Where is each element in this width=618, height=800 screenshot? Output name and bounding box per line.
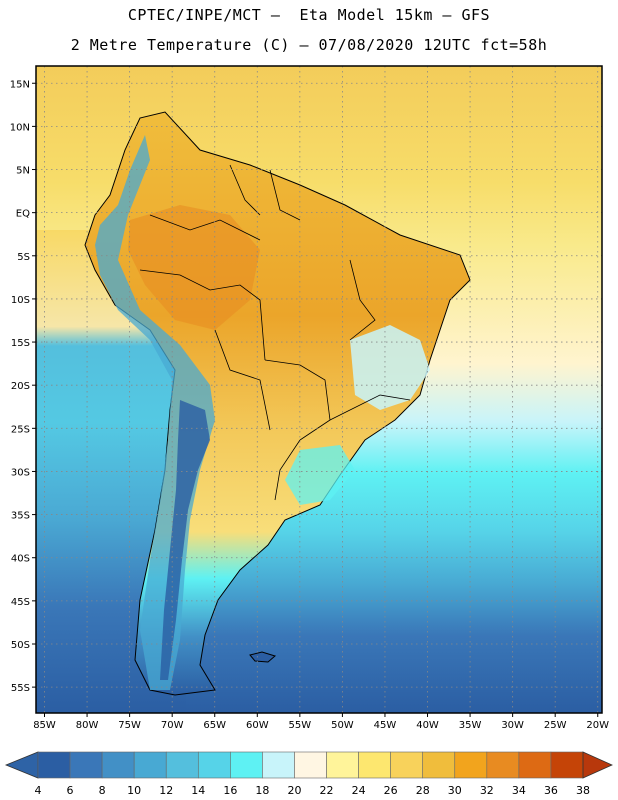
colorbar-swatch bbox=[518, 751, 552, 779]
andes-core bbox=[160, 400, 210, 680]
lon-label: 80W bbox=[76, 720, 99, 731]
lon-label: 85W bbox=[33, 720, 56, 731]
lon-label: 20W bbox=[586, 720, 609, 731]
southern-brazil-cool-patch bbox=[285, 445, 355, 505]
colorbar-swatch bbox=[294, 751, 327, 779]
colorbar-swatch bbox=[454, 751, 488, 779]
colorbar-swatch bbox=[262, 751, 295, 779]
colorbar-swatch bbox=[230, 751, 263, 779]
lat-label: 45S bbox=[11, 597, 30, 608]
lat-label: 5S bbox=[17, 252, 30, 263]
lat-label: 5N bbox=[16, 166, 30, 177]
chart-title-line-2: 2 Metre Temperature (C) – 07/08/2020 12U… bbox=[70, 36, 548, 54]
colorbar-label: 26 bbox=[384, 784, 398, 797]
longitude-labels: 85W 80W 75W 70W 65W 60W 55W 50W 45W 40W 35W 30W 25W 2… bbox=[33, 713, 609, 731]
colorbar-label: 32 bbox=[480, 784, 494, 797]
colorbar-label: 8 bbox=[99, 784, 106, 797]
lon-label: 30W bbox=[501, 720, 524, 731]
lat-label: 35S bbox=[11, 511, 30, 522]
lon-label: 75W bbox=[118, 720, 141, 731]
lon-label: 35W bbox=[459, 720, 482, 731]
lat-label: 20S bbox=[11, 381, 30, 392]
lat-label: 15S bbox=[11, 338, 30, 349]
lat-label: EQ bbox=[16, 209, 30, 220]
colorbar-label: 36 bbox=[544, 784, 558, 797]
colorbar-label: 16 bbox=[223, 784, 237, 797]
colorbar-swatch bbox=[422, 751, 456, 779]
lon-label: 55W bbox=[289, 720, 312, 731]
lat-label: 25S bbox=[11, 424, 30, 435]
colorbar-swatch bbox=[486, 751, 520, 779]
colorbar-swatch bbox=[197, 751, 231, 779]
colorbar-swatch bbox=[390, 751, 424, 779]
colorbar-swatch bbox=[69, 751, 103, 779]
lon-label: 70W bbox=[161, 720, 184, 731]
colorbar: 4 6 8 10 12 14 16 18 20 22 24 26 28 30 32 34 36 38 bbox=[4, 751, 613, 797]
colorbar-swatch bbox=[550, 751, 584, 779]
colorbar-label: 20 bbox=[287, 784, 301, 797]
lat-label: 55S bbox=[11, 683, 30, 694]
lat-label: 10N bbox=[10, 122, 30, 133]
lat-label: 50S bbox=[11, 640, 30, 651]
colorbar-label: 22 bbox=[320, 784, 334, 797]
country-borders bbox=[139, 164, 411, 501]
colorbar-label: 12 bbox=[159, 784, 173, 797]
lon-label: 40W bbox=[416, 720, 439, 731]
lon-label: 60W bbox=[246, 720, 269, 731]
latitude-labels: 15N 10N 5N EQ 5S 10S 15S 20S 25S 30S 35S 40S 45S 50S 5… bbox=[10, 79, 36, 694]
lon-label: 25W bbox=[544, 720, 567, 731]
colorbar-swatch bbox=[358, 751, 391, 779]
colorbar-swatch bbox=[326, 751, 359, 779]
colorbar-label: 14 bbox=[191, 784, 205, 797]
colorbar-swatch bbox=[37, 751, 71, 779]
plot-frame bbox=[35, 65, 603, 714]
colorbar-label: 4 bbox=[35, 784, 42, 797]
lat-label: 15N bbox=[10, 79, 30, 90]
lon-label: 45W bbox=[374, 720, 397, 731]
lon-label: 50W bbox=[331, 720, 354, 731]
chart-title-line-1: CPTEC/INPE/MCT – Eta Model 15km – GFS bbox=[127, 6, 491, 24]
colorbar-label: 10 bbox=[127, 784, 141, 797]
colorbar-label: 18 bbox=[255, 784, 269, 797]
colorbar-high-arrow bbox=[582, 751, 613, 779]
lat-label: 40S bbox=[11, 554, 30, 565]
highlands-cool-patch bbox=[350, 325, 430, 410]
colorbar-label: 28 bbox=[416, 784, 430, 797]
colorbar-label: 34 bbox=[512, 784, 526, 797]
falkland-islands bbox=[249, 651, 277, 663]
colorbar-low-arrow bbox=[4, 751, 39, 779]
colorbar-label: 24 bbox=[352, 784, 366, 797]
colorbar-label: 30 bbox=[448, 784, 462, 797]
colorbar-label: 6 bbox=[67, 784, 74, 797]
lat-label: 30S bbox=[11, 467, 30, 478]
colorbar-swatch bbox=[165, 751, 199, 779]
map-plot-area bbox=[36, 66, 602, 713]
colorbar-label: 38 bbox=[576, 784, 590, 797]
colorbar-swatch bbox=[133, 751, 167, 779]
lat-label: 10S bbox=[11, 295, 30, 306]
andes-cold-band bbox=[95, 135, 215, 690]
lon-label: 65W bbox=[203, 720, 226, 731]
colorbar-swatch bbox=[101, 751, 135, 779]
